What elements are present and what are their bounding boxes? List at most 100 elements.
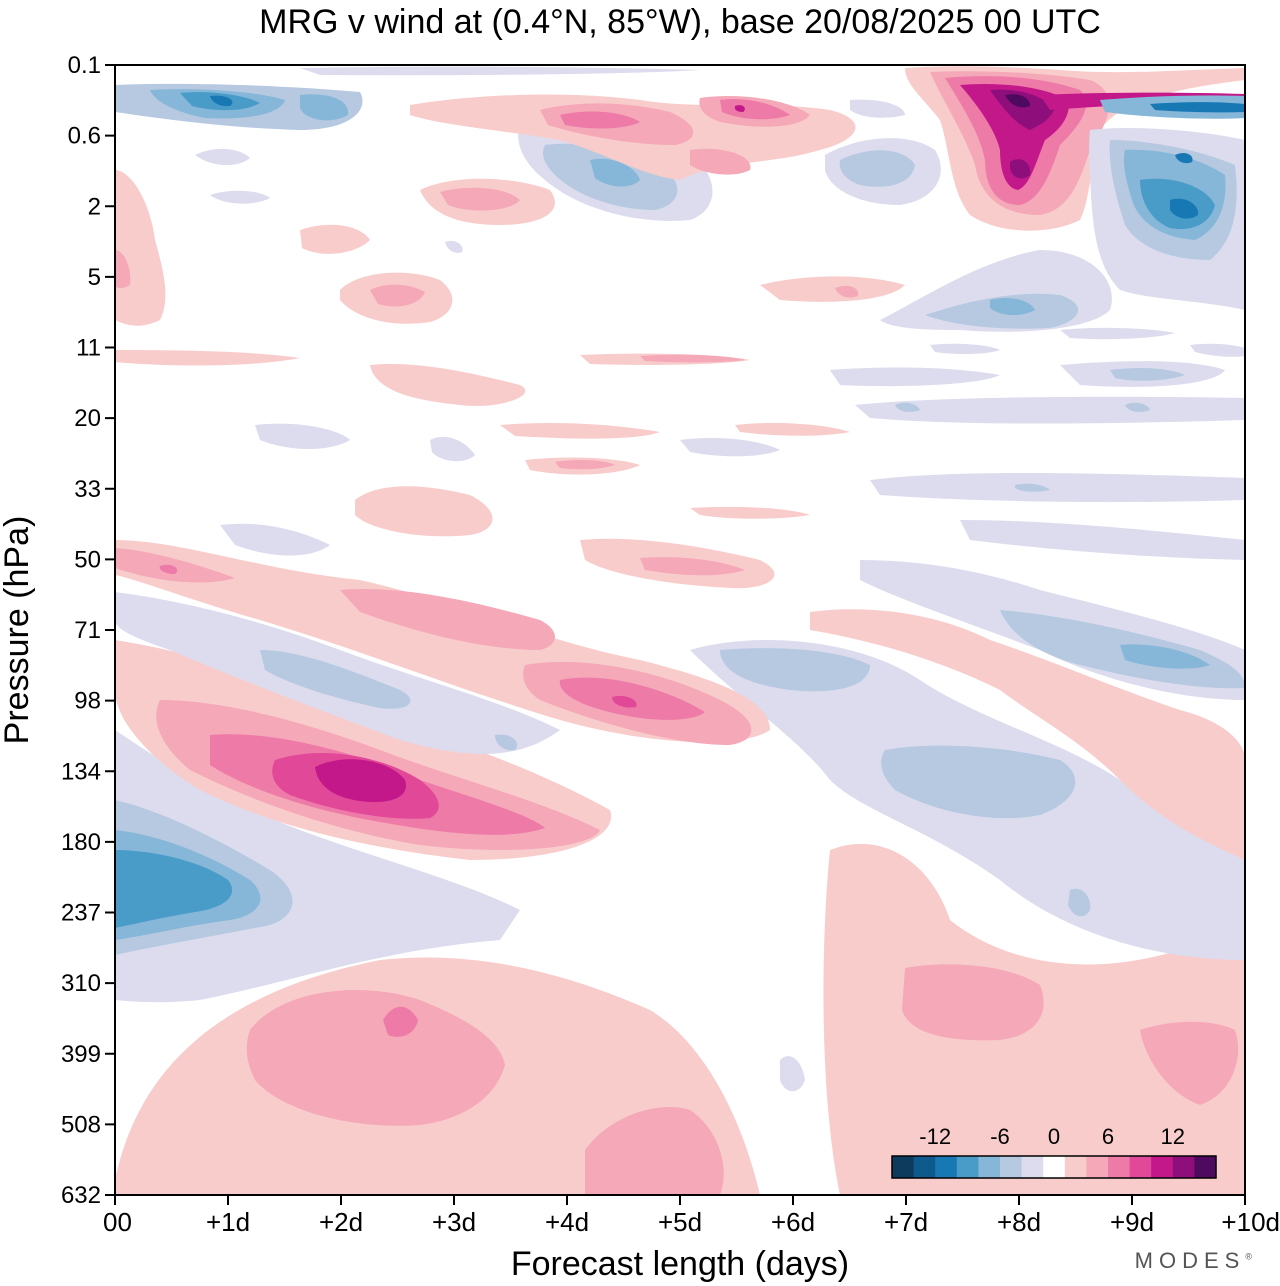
region-pos-50-left [115, 548, 235, 583]
colorbar-label: -6 [990, 1124, 1010, 1149]
colorbar-label: 6 [1102, 1124, 1114, 1149]
y-tick-label: 237 [61, 900, 101, 927]
x-tick-label: +4d [545, 1207, 589, 1237]
brand-watermark: MODES® [1135, 1248, 1252, 1274]
colorbar-swatch [1108, 1156, 1131, 1178]
colorbar-label: 12 [1161, 1124, 1185, 1149]
region-neg-71-right [720, 648, 870, 692]
y-tick-label: 0.6 [68, 123, 101, 150]
region-neg-top-strip-right-b [1150, 102, 1245, 113]
y-tick-label: 399 [61, 1041, 101, 1068]
x-tick-label: 00 [103, 1207, 132, 1237]
y-tick-label: 11 [76, 335, 101, 362]
region-pos-lower-b [383, 1006, 418, 1037]
region-neg-20r-b [895, 402, 920, 413]
colorbar-swatch [1000, 1156, 1023, 1178]
region-pos-right-mid [810, 609, 1245, 860]
x-tick-label: +10d [1221, 1207, 1280, 1237]
y-axis-label: Pressure (hPa) [0, 516, 36, 745]
x-tick-label: +7d [884, 1207, 928, 1237]
colorbar-frame [891, 1155, 1217, 1179]
region-neg-28r-b [1015, 483, 1050, 492]
y-tick-label: 134 [61, 758, 101, 785]
band-neg-15 [830, 367, 1000, 387]
y-tick-label: 5 [88, 264, 101, 291]
colorbar-swatch [1151, 1156, 1174, 1178]
region-neg-0.2l-d [210, 95, 233, 107]
band-pos-40b [640, 557, 745, 576]
region-pos-98-b [559, 677, 705, 720]
region-neg-98-a [260, 650, 411, 709]
region-neg-top-right-f [1175, 152, 1193, 164]
x-tick-label: +9d [1110, 1207, 1154, 1237]
y-tick-label: 33 [74, 476, 101, 503]
band-pos-15 [370, 364, 526, 406]
region-neg-top-strip [300, 66, 700, 76]
region-neg-neg-small [495, 734, 518, 751]
x-axis: 00 +1d +2d +3d +4d +5d +6d +7d +8d +9d +10d [103, 1195, 1280, 1237]
x-tick-label: +1d [206, 1207, 250, 1237]
region-neg-20r-c [1125, 402, 1150, 413]
region-pos-lower-right-a [902, 964, 1044, 1041]
colorbar: -12 -6 0 6 12 [891, 1124, 1217, 1179]
region-pos-5b [370, 284, 425, 307]
brand-text: MODES [1134, 1248, 1246, 1273]
region-neg-lowleft-c [115, 850, 233, 928]
chart-title: MRG v wind at (0.4°N, 85°W), base 20/08/… [259, 3, 1101, 41]
region-pos-lower-a [246, 990, 505, 1126]
y-tick-label: 50 [74, 546, 101, 573]
colorbar-swatch [892, 1156, 915, 1178]
region-pos-5r [760, 276, 905, 302]
band-pos-25b [555, 459, 615, 470]
band-neg-20 [855, 396, 1245, 424]
region-neg-11r [930, 343, 1000, 355]
region-pos-band-main-5 [315, 759, 406, 803]
band-neg-40 [220, 523, 330, 556]
region-pos-4 [300, 224, 370, 254]
x-tick-label: +3d [432, 1207, 476, 1237]
colorbar-swatch [956, 1156, 979, 1178]
region-pos-0.6 [690, 148, 751, 175]
x-tick-label: +6d [771, 1207, 815, 1237]
y-tick-label: 71 [74, 617, 101, 644]
region-neg-lower-spot [1068, 888, 1091, 917]
colorbar-swatch [935, 1156, 958, 1178]
colorbar-swatch [1086, 1156, 1109, 1178]
brand-registered-mark: ® [1245, 1251, 1252, 1262]
region-pos-71-a [340, 589, 555, 650]
region-pos-top-right-e [990, 89, 1055, 130]
band-neg-20l [255, 423, 350, 449]
region-neg-1d [590, 158, 640, 187]
region-neg-134-a [881, 745, 1076, 819]
y-tick-label: 2 [88, 193, 101, 220]
band-neg-40b [960, 520, 1245, 560]
y-tick-label: 508 [61, 1111, 101, 1138]
region-pos-0.4f [734, 105, 745, 112]
region-pos-5r-b [835, 285, 859, 298]
region-pos-3l-b [115, 250, 131, 289]
region-neg-lower-spot-2 [780, 1056, 805, 1092]
y-tick-label: 632 [61, 1182, 101, 1209]
region-pos-lower-c [585, 1106, 724, 1195]
y-tick-label: 180 [61, 829, 101, 856]
colorbar-label: -12 [919, 1124, 951, 1149]
region-neg-2s-b [445, 240, 463, 253]
colorbar-swatch [978, 1156, 1001, 1178]
x-tick-label: +2d [319, 1207, 363, 1237]
colorbar-swatch [1172, 1156, 1195, 1178]
region-neg-0.2r [850, 99, 905, 118]
region-pos-top-right-f [1005, 94, 1030, 108]
band-neg-22 [430, 436, 475, 462]
band-pos-11c [640, 354, 745, 363]
band-pos-33 [355, 486, 493, 537]
band-pos-38 [690, 506, 810, 519]
colorbar-swatch [1129, 1156, 1152, 1178]
y-tick-label: 98 [74, 688, 101, 715]
colorbar-swatch [1194, 1156, 1217, 1178]
region-neg-8r-c [990, 298, 1035, 316]
y-tick-label: 20 [74, 405, 101, 432]
region-neg-11r3 [1190, 343, 1245, 357]
region-pos-50-left-core [159, 564, 178, 574]
band-neg-28 [870, 473, 1245, 503]
x-tick-label: +8d [997, 1207, 1041, 1237]
